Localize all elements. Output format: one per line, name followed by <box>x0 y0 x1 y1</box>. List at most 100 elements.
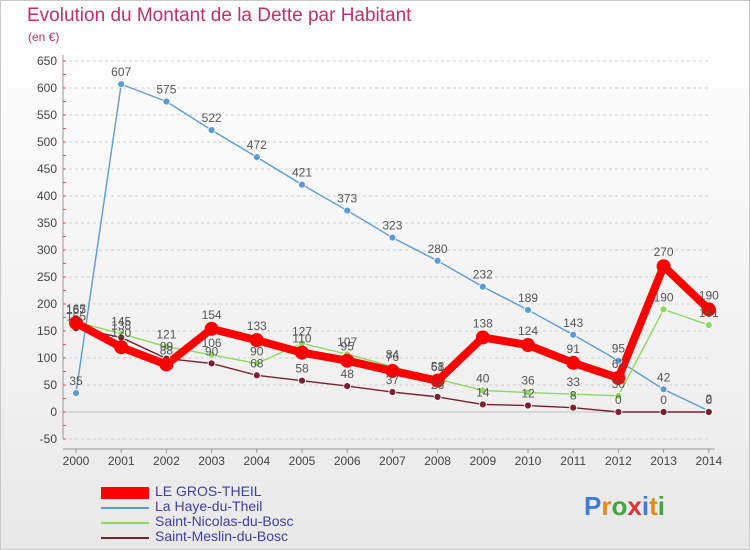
data-label: 189 <box>518 291 538 305</box>
data-point <box>295 345 309 360</box>
logo-letter: P <box>584 491 602 521</box>
y-tick-label: 150 <box>37 324 57 338</box>
data-label: 107 <box>337 335 357 349</box>
data-label: 232 <box>473 268 493 282</box>
data-labels: 3560757552247242137332328023218914395422… <box>66 65 719 407</box>
data-point <box>659 385 668 394</box>
data-point <box>614 391 623 400</box>
data-label: 76 <box>386 350 400 364</box>
data-point <box>252 371 261 380</box>
data-point <box>566 355 581 370</box>
data-point <box>252 359 261 368</box>
data-label: 58 <box>431 360 445 374</box>
chart-subtitle: (en €) <box>28 30 60 44</box>
data-point <box>524 388 532 397</box>
data-label: 36 <box>521 374 535 388</box>
data-point <box>298 180 306 189</box>
data-point <box>69 315 83 330</box>
data-label: 12 <box>521 387 535 401</box>
data-point <box>114 340 129 355</box>
data-point <box>162 97 171 106</box>
x-tick-label: 2008 <box>424 454 451 468</box>
grid-lines <box>63 60 709 440</box>
logo-letter: x <box>627 491 642 521</box>
data-point <box>340 353 355 368</box>
x-tick-label: 2005 <box>289 454 316 468</box>
data-label: 161 <box>699 306 719 320</box>
data-point <box>569 390 578 399</box>
data-label: 30 <box>612 377 626 391</box>
data-label: 165 <box>66 302 86 316</box>
data-label: 90 <box>205 344 219 358</box>
data-label: 190 <box>654 290 674 304</box>
data-label: 145 <box>111 315 131 329</box>
data-label: 95 <box>612 342 626 356</box>
data-point <box>659 408 668 416</box>
data-label: 133 <box>247 319 267 333</box>
data-point <box>117 80 126 89</box>
data-label: 61 <box>431 360 445 374</box>
data-point <box>343 382 352 390</box>
y-tick-label: 0 <box>50 405 57 419</box>
data-point <box>611 370 626 385</box>
data-points <box>69 80 716 416</box>
data-point <box>478 386 487 395</box>
data-label: 421 <box>292 166 312 180</box>
data-label: 280 <box>428 242 448 256</box>
data-label: 63 <box>612 357 626 371</box>
logo-letter: t <box>649 491 658 521</box>
data-point <box>524 306 532 314</box>
legend-item: LE GROS-THEIL <box>101 483 361 500</box>
data-point <box>252 153 261 162</box>
data-label: 28 <box>431 378 445 392</box>
data-point <box>478 400 487 409</box>
logo-letter: r <box>601 491 612 521</box>
data-label: 68 <box>250 356 264 370</box>
y-tick-label: -50 <box>40 432 58 446</box>
data-label: 40 <box>476 371 490 385</box>
proxiti-logo: Proxiti <box>584 491 665 522</box>
data-label: 270 <box>654 245 674 259</box>
data-point <box>343 206 352 215</box>
data-label: 42 <box>657 370 671 384</box>
data-label: 323 <box>382 219 402 233</box>
data-point <box>521 338 535 353</box>
x-tick-label: 2012 <box>605 454 632 468</box>
data-point <box>656 259 671 274</box>
data-label: 99 <box>160 340 174 354</box>
y-tick-label: 350 <box>37 216 57 230</box>
x-tick-label: 2001 <box>108 454 135 468</box>
data-label: 120 <box>111 326 131 340</box>
data-point <box>614 356 623 365</box>
y-tick-label: 500 <box>37 135 57 149</box>
data-label: 106 <box>202 336 222 350</box>
data-label: 143 <box>563 316 583 330</box>
legend-swatch <box>101 506 149 509</box>
data-point <box>614 408 623 416</box>
data-point <box>204 321 219 336</box>
data-label: 472 <box>247 138 267 152</box>
x-tick-label: 2004 <box>243 454 270 468</box>
data-label: 373 <box>337 192 357 206</box>
data-label: 95 <box>341 340 355 354</box>
data-point <box>701 302 716 317</box>
legend-label: La Haye-du-Theil <box>155 498 263 514</box>
data-label: 121 <box>156 328 176 342</box>
data-label: 607 <box>111 65 131 79</box>
legend-item: La Haye-du-Theil <box>101 498 361 515</box>
y-tick-label: 600 <box>37 81 57 95</box>
data-point <box>433 256 442 265</box>
data-point <box>659 305 668 314</box>
data-label: 90 <box>250 344 264 358</box>
data-label: 37 <box>386 373 400 387</box>
data-label: 0 <box>705 393 712 407</box>
data-point <box>475 330 490 345</box>
y-tick-label: 50 <box>44 378 58 392</box>
legend-swatch <box>101 486 149 499</box>
legend-swatch <box>101 521 149 524</box>
data-label: 575 <box>156 83 176 97</box>
data-point <box>388 233 397 242</box>
data-label: 138 <box>473 316 493 330</box>
data-label: 88 <box>160 343 174 357</box>
